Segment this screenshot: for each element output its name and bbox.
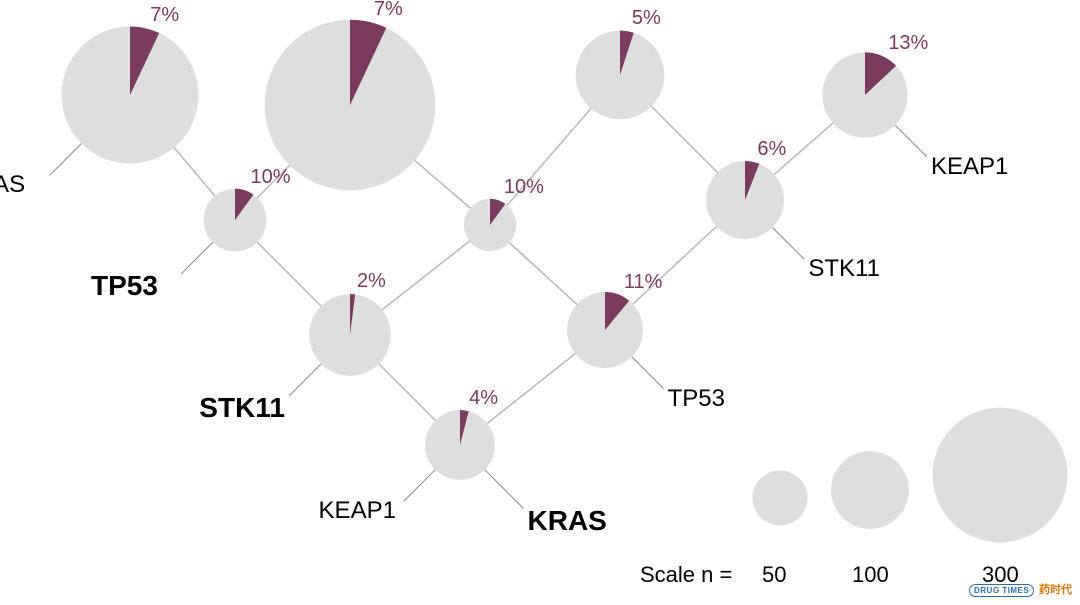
leader-line <box>289 364 321 396</box>
leader-line <box>773 228 805 260</box>
node-label: KEAP1 <box>931 153 1008 181</box>
watermark: DRUG TIMES 药时代 <box>969 581 1072 597</box>
leader-line <box>181 242 213 274</box>
scale-circle <box>933 408 1068 543</box>
pct-label: 4% <box>469 387 498 410</box>
leader-line <box>895 125 927 157</box>
pct-label: 2% <box>357 270 386 293</box>
pct-label: 11% <box>624 271 663 294</box>
pct-label: 7% <box>374 0 403 21</box>
scale-circle <box>752 470 807 525</box>
leader-line <box>485 470 524 509</box>
scale-n-label: 50 <box>762 562 786 588</box>
pct-label: 10% <box>504 176 544 199</box>
leader-line <box>404 470 436 502</box>
circles-layer <box>61 20 1067 543</box>
watermark-cn: 药时代 <box>1039 584 1072 596</box>
pct-label: 5% <box>632 7 661 30</box>
leader-line <box>632 357 664 389</box>
scale-circle <box>831 451 909 529</box>
node-label: STK11 <box>808 255 880 283</box>
pct-label: 13% <box>888 32 928 55</box>
pct-label: 7% <box>150 4 179 27</box>
pct-label: 10% <box>251 166 291 189</box>
node-label: KEAP1 <box>319 497 396 525</box>
leader-line <box>50 143 82 175</box>
node-label: KRAS <box>528 505 607 537</box>
pct-label: 6% <box>757 138 786 161</box>
scale-n-label: 100 <box>852 562 889 588</box>
node-label: KRAS <box>0 171 25 199</box>
node-label: STK11 <box>199 392 285 424</box>
node-label: TP53 <box>91 270 158 302</box>
scale-prefix: Scale n = <box>640 562 732 588</box>
watermark-pill: DRUG TIMES <box>969 584 1034 597</box>
node-label: TP53 <box>668 385 725 413</box>
